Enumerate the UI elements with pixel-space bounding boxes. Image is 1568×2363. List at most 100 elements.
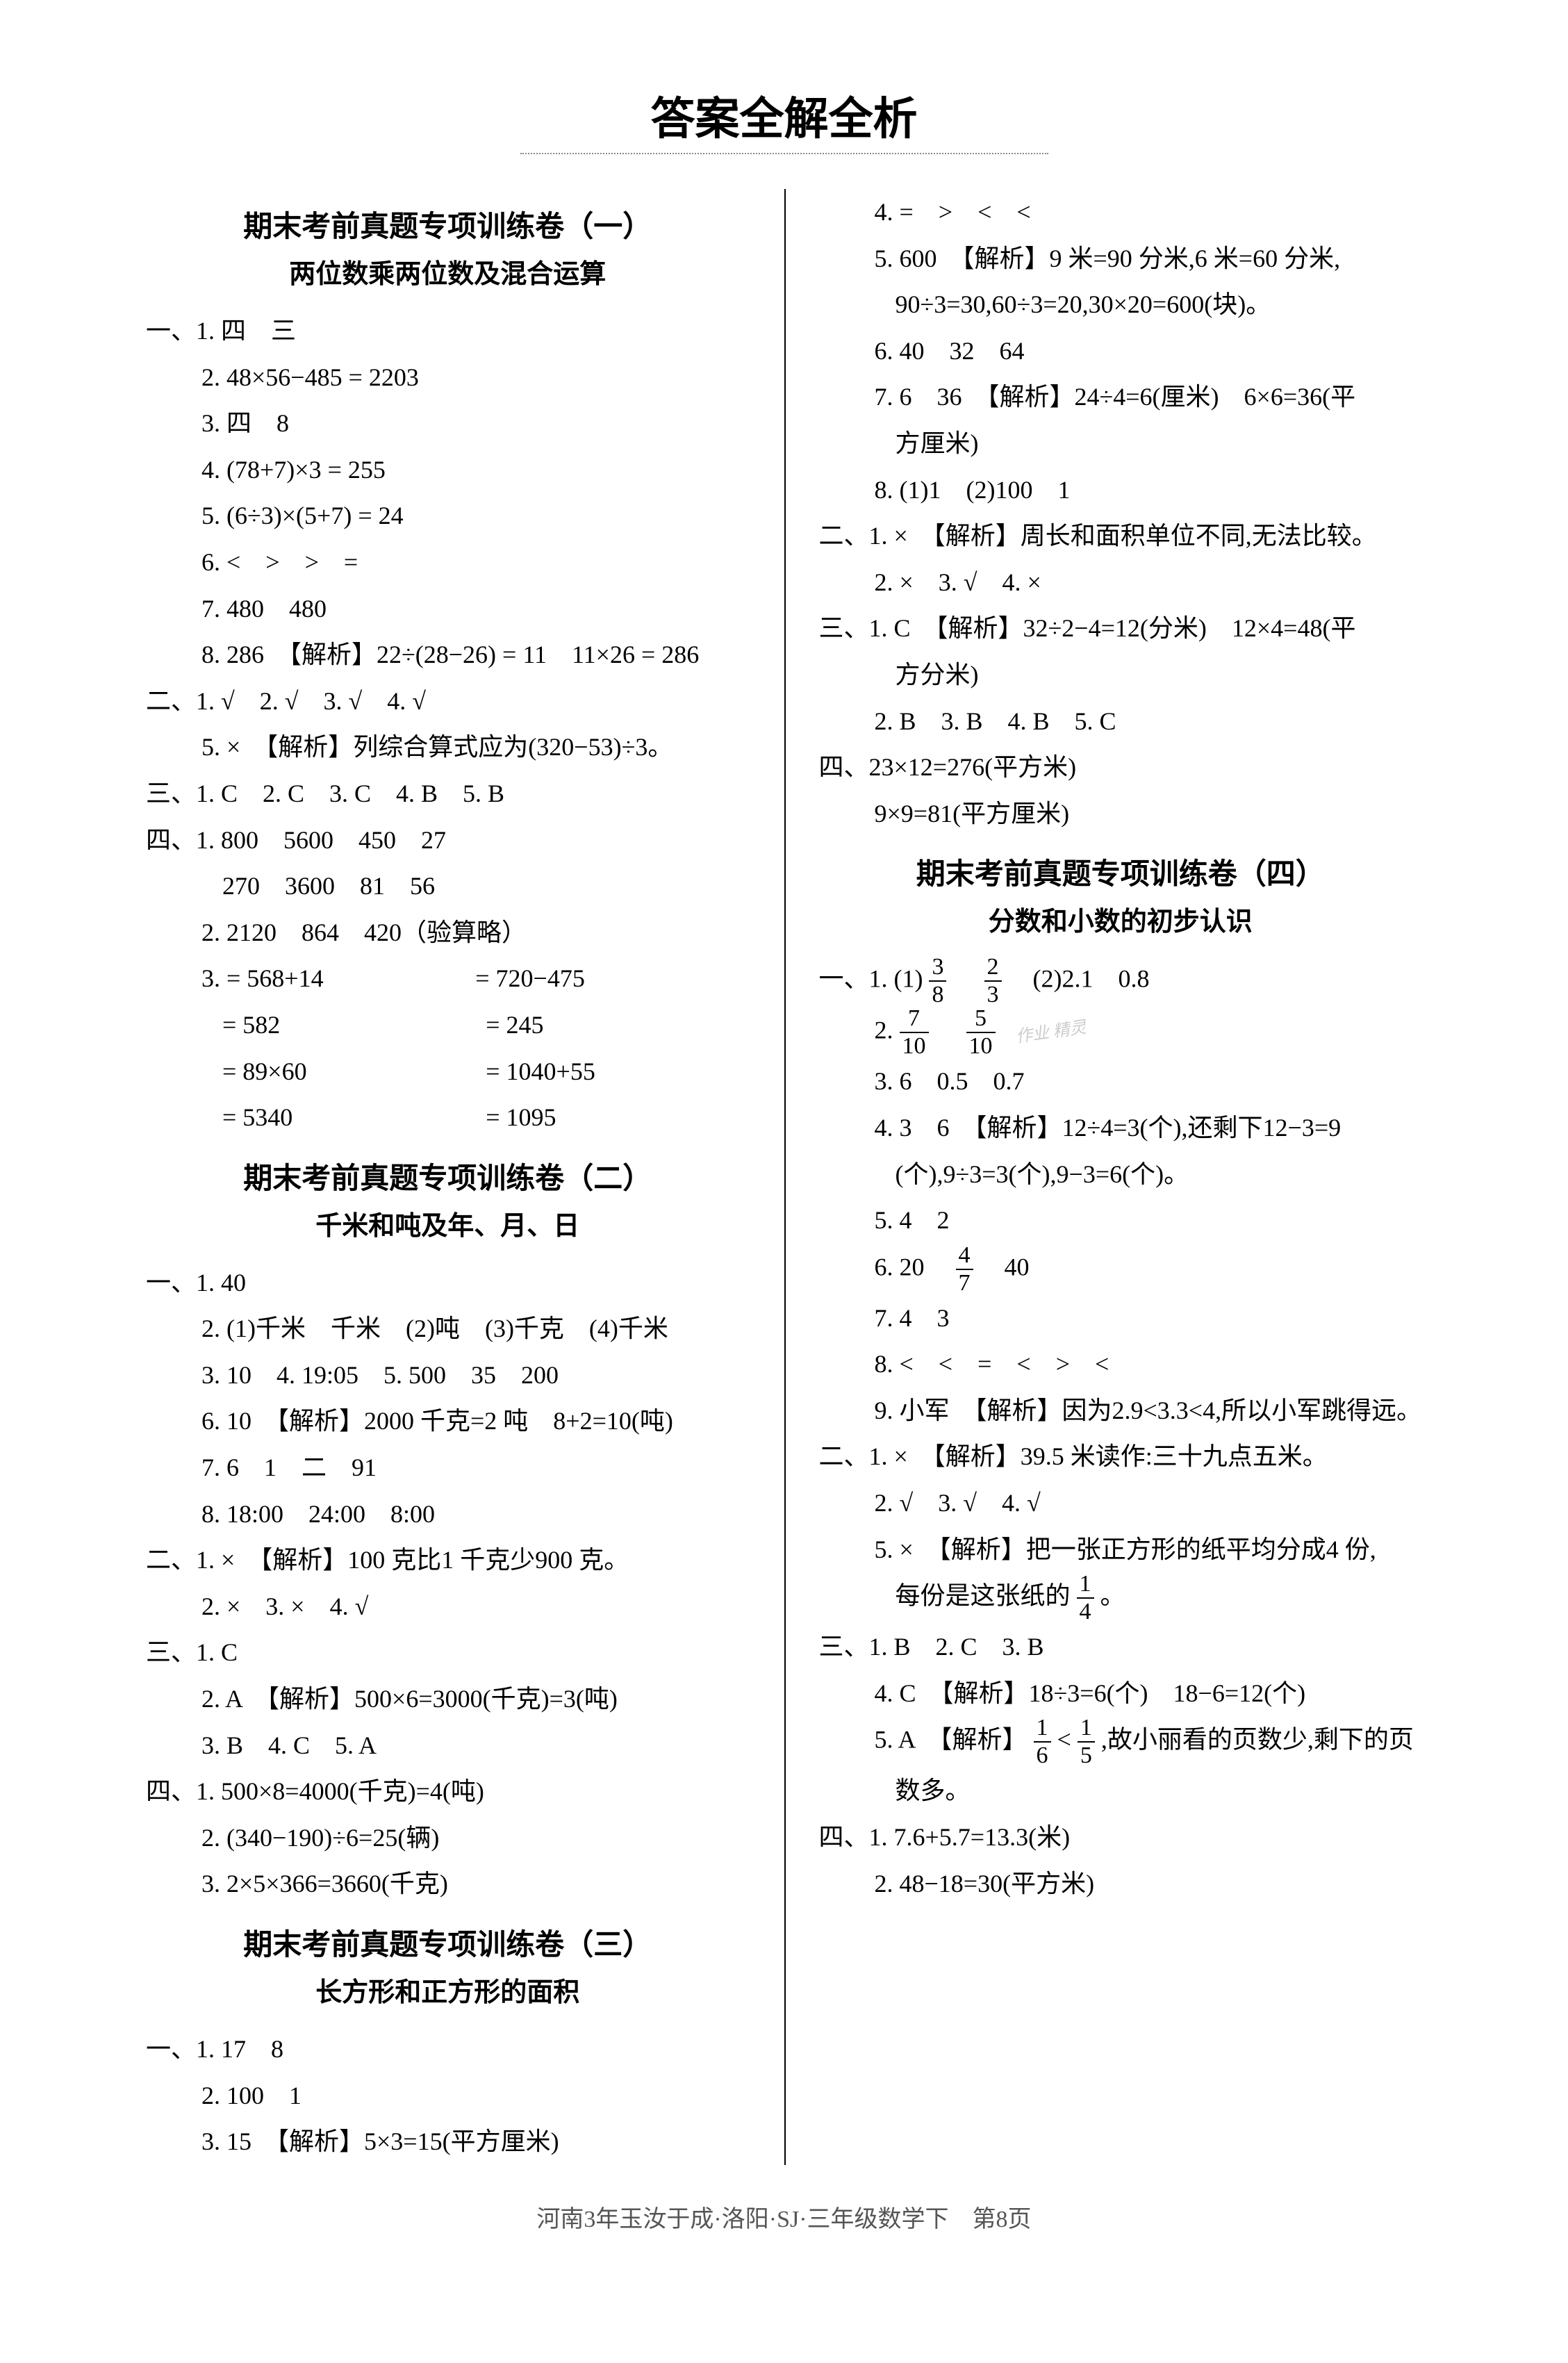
answer-line: 6. < > > = [146,539,750,586]
answer-line: 3. 四 8 [146,400,750,447]
answer-line: 方厘米) [819,420,1423,467]
text-fragment: 每份是这张纸的 [896,1582,1071,1610]
answer-line: 5. × 【解析】把一张正方形的纸平均分成4 份, [819,1526,1423,1573]
answer-line: 数多。 [819,1768,1423,1814]
answer-line: 四、1. 800 5600 450 27 [146,817,750,864]
two-column-layout: 期末考前真题专项训练卷（一） 两位数乘两位数及混合运算 一、1. 四 三 2. … [125,189,1443,2165]
answer-line: 3. 6 0.5 0.7 [819,1058,1423,1105]
answer-line: 5. 600 【解析】9 米=90 分米,6 米=60 分米, [819,236,1423,282]
answer-line: 5. (6÷3)×(5+7) = 24 [146,493,750,539]
calc-cell: 3. = 568+14 [201,955,475,1002]
answer-line: 3. 15 【解析】5×3=15(平方厘米) [146,2118,750,2165]
calc-cell: = 1095 [486,1094,749,1141]
fraction: 16 [1034,1716,1051,1768]
answer-line: 8. 18:00 24:00 8:00 [146,1491,750,1538]
calc-cell: = 89×60 [222,1048,486,1095]
text-fragment: ,故小丽看的页数少,剩下的页 [1101,1726,1414,1754]
section-1-title: 期末考前真题专项训练卷（一） [146,203,750,245]
fraction: 23 [984,955,1002,1007]
answer-line: 5. A 【解析】 16 < 15 ,故小丽看的页数少,剩下的页 [819,1716,1423,1768]
answer-line: 四、23×12=276(平方米) [819,744,1423,791]
answer-line: 2. √ 3. √ 4. √ [819,1480,1423,1526]
answer-line: 6. 10 【解析】2000 千克=2 吨 8+2=10(吨) [146,1398,750,1444]
answer-line: 一、1. (1) 38 23 (2)2.1 0.8 [819,955,1423,1007]
calc-row: = 89×60 = 1040+55 [146,1048,750,1095]
answer-line: 一、1. 40 [146,1260,750,1306]
answer-line: 6. 20 47 40 [819,1244,1423,1295]
answer-line: 2. × 3. √ 4. × [819,559,1423,606]
text-fragment: 6. 20 [875,1253,950,1281]
answer-line: 6. 40 32 64 [819,328,1423,374]
text-fragment [952,965,977,993]
text-fragment: 一、1. (1) [819,965,923,993]
calc-cell: = 582 [222,1002,486,1048]
fraction: 710 [900,1007,929,1058]
answer-line: 2. 48−18=30(平方米) [819,1861,1423,1907]
answer-line: 方分米) [819,652,1423,698]
answer-line: 四、1. 7.6+5.7=13.3(米) [819,1814,1423,1861]
fraction: 510 [966,1007,996,1058]
answer-line: 三、1. C 2. C 3. C 4. B 5. B [146,771,750,817]
answer-line: 2. 2120 864 420（验算略） [146,909,750,956]
watermark: 作业 精灵 [1014,1012,1088,1053]
answer-line: 3. 2×5×366=3660(千克) [146,1861,750,1907]
fraction: 38 [929,955,946,1007]
section-4-subtitle: 分数和小数的初步认识 [819,900,1423,938]
text-fragment: 40 [980,1253,1030,1281]
right-column: 4. = > < < 5. 600 【解析】9 米=90 分米,6 米=60 分… [784,189,1444,2165]
answer-line: 2. 710 510 作业 精灵 [819,1007,1423,1058]
answer-line: 9×9=81(平方厘米) [819,791,1423,837]
calc-row: 3. = 568+14 = 720−475 [146,955,750,1002]
left-column: 期末考前真题专项训练卷（一） 两位数乘两位数及混合运算 一、1. 四 三 2. … [125,189,784,2165]
text-fragment: < [1057,1726,1071,1754]
answer-line: 三、1. C [146,1629,750,1676]
answer-line: (个),9÷3=3(个),9−3=6(个)。 [819,1151,1423,1198]
text-fragment [935,1016,960,1044]
answer-line: 三、1. B 2. C 3. B [819,1624,1423,1670]
calc-row: = 5340 = 1095 [146,1094,750,1141]
section-1-subtitle: 两位数乘两位数及混合运算 [146,252,750,290]
answer-line: 3. B 4. C 5. A [146,1722,750,1769]
answer-line: 二、1. × 【解析】39.5 米读作:三十九点五米。 [819,1433,1423,1480]
answer-line: 5. × 【解析】列综合算式应为(320−53)÷3。 [146,724,750,771]
section-3-subtitle: 长方形和正方形的面积 [146,1970,750,2009]
answer-line: 4. C 【解析】18÷3=6(个) 18−6=12(个) [819,1670,1423,1717]
page-title: 答案全解全析 [125,83,1443,147]
calc-cell: = 5340 [222,1094,486,1141]
page-footer: 河南3年玉汝于成·洛阳·SJ·三年级数学下 第8页 [125,2200,1443,2234]
answer-line: 3. 10 4. 19:05 5. 500 35 200 [146,1352,750,1399]
answer-line: 9. 小军 【解析】因为2.9<3.3<4,所以小军跳得远。 [819,1388,1423,1434]
text-fragment: (2)2.1 0.8 [1008,965,1150,993]
column-divider [784,189,786,2165]
section-4-title: 期末考前真题专项训练卷（四） [819,850,1423,893]
answer-line: 一、1. 17 8 [146,2026,750,2073]
fraction: 15 [1078,1716,1095,1768]
calc-cell: = 720−475 [475,955,749,1002]
answer-line: 每份是这张纸的 14 。 [819,1572,1423,1624]
fraction: 14 [1077,1572,1094,1624]
answer-line: 7. 6 36 【解析】24÷4=6(厘米) 6×6=36(平 [819,374,1423,420]
answer-line: 270 3600 81 56 [146,863,750,909]
answer-line: 2. × 3. × 4. √ [146,1583,750,1630]
answer-line: 8. 286 【解析】22÷(28−26) = 11 11×26 = 286 [146,632,750,678]
section-3-title: 期末考前真题专项训练卷（三） [146,1921,750,1963]
text-fragment: 。 [1100,1582,1125,1610]
text-fragment: 5. A 【解析】 [875,1726,1028,1754]
answer-line: 4. (78+7)×3 = 255 [146,447,750,493]
answer-line: 二、1. × 【解析】100 克比1 千克少900 克。 [146,1537,750,1583]
answer-line: 四、1. 500×8=4000(千克)=4(吨) [146,1768,750,1815]
answer-line: 8. < < = < > < [819,1341,1423,1388]
answer-line: 4. 3 6 【解析】12÷4=3(个),还剩下12−3=9 [819,1105,1423,1151]
answer-line: 二、1. √ 2. √ 3. √ 4. √ [146,678,750,725]
answer-line: 7. 6 1 二 91 [146,1444,750,1491]
answer-line: 2. (340−190)÷6=25(辆) [146,1815,750,1861]
answer-line: 2. 100 1 [146,2073,750,2119]
answer-line: 2. (1)千米 千米 (2)吨 (3)千克 (4)千米 [146,1306,750,1352]
answer-line: 4. = > < < [819,189,1423,236]
answer-line: 2. 48×56−485 = 2203 [146,354,750,401]
answer-line: 2. B 3. B 4. B 5. C [819,698,1423,745]
section-2-title: 期末考前真题专项训练卷（二） [146,1155,750,1197]
calc-row: = 582 = 245 [146,1002,750,1048]
answer-line: 三、1. C 【解析】32÷2−4=12(分米) 12×4=48(平 [819,605,1423,652]
answer-line: 90÷3=30,60÷3=20,30×20=600(块)。 [819,281,1423,328]
